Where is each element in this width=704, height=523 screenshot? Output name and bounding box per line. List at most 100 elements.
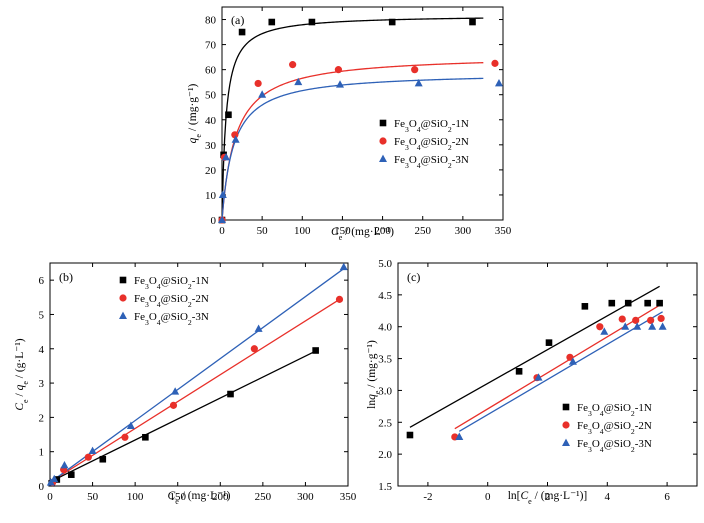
y-tick-label: 2.5 bbox=[378, 417, 392, 429]
y-tick-label: 4.0 bbox=[378, 322, 392, 334]
legend-marker-3 bbox=[379, 155, 387, 162]
x-tick-label: 300 bbox=[297, 491, 314, 503]
x-tick-label: 100 bbox=[127, 491, 144, 503]
figure: 0 50 100 150 200 250 300 35001020304050607080Ce… bbox=[0, 0, 704, 523]
plot-frame bbox=[222, 7, 503, 220]
x-tick-label: 50 bbox=[87, 491, 99, 503]
y-tick-label: 1 bbox=[39, 447, 45, 459]
y-tick-label: 5 bbox=[39, 309, 45, 321]
x-tick-label: 350 bbox=[340, 491, 357, 503]
data-point-s2 bbox=[289, 61, 296, 68]
plot-frame bbox=[398, 263, 697, 486]
x-tick-label: -2 bbox=[423, 491, 432, 503]
data-point-s3 bbox=[336, 80, 344, 87]
data-point-s1 bbox=[309, 19, 316, 26]
x-tick-label: 250 bbox=[255, 491, 272, 503]
legend-label-1: Fe3O4@SiO2-1N bbox=[394, 118, 469, 134]
data-point-s1 bbox=[644, 300, 651, 307]
data-point-s2 bbox=[411, 66, 418, 73]
x-tick-label: 4 bbox=[605, 491, 611, 503]
y-tick-label: 70 bbox=[205, 40, 217, 52]
data-point-s3 bbox=[340, 263, 348, 270]
data-point-s1 bbox=[656, 300, 663, 307]
panel-label: (b) bbox=[59, 270, 73, 284]
y-tick-label: 1.5 bbox=[378, 481, 392, 493]
data-point-s1 bbox=[582, 303, 589, 310]
x-tick-label: 350 bbox=[495, 225, 512, 237]
y-tick-label: 50 bbox=[205, 90, 217, 102]
legend-label-2: Fe3O4@SiO2-2N bbox=[394, 136, 469, 152]
data-point-s2 bbox=[121, 434, 128, 441]
data-point-s1 bbox=[239, 29, 246, 36]
y-tick-label: 30 bbox=[205, 140, 217, 152]
data-point-s1 bbox=[312, 347, 319, 354]
y-axis-label: Ce / qe / (g·L⁻¹) bbox=[14, 338, 30, 410]
data-point-s2 bbox=[658, 315, 665, 322]
y-tick-label: 40 bbox=[205, 115, 217, 127]
x-tick-label: 250 bbox=[414, 225, 431, 237]
data-point-s2 bbox=[647, 317, 654, 324]
y-axis-label: qe / (mg·g⁻¹) bbox=[187, 83, 203, 143]
data-point-s2 bbox=[251, 345, 258, 352]
legend-marker-2 bbox=[562, 421, 569, 428]
y-tick-label: 0 bbox=[211, 215, 217, 227]
legend-marker-3 bbox=[562, 439, 570, 446]
data-point-s2 bbox=[336, 296, 343, 303]
legend-label-3: Fe3O4@SiO2-3N bbox=[394, 154, 469, 170]
y-tick-label: 80 bbox=[205, 15, 217, 27]
fit-line-3 bbox=[222, 78, 483, 220]
legend-marker-1 bbox=[380, 120, 387, 127]
x-tick-label: 0 bbox=[219, 225, 225, 237]
legend-label-2: Fe3O4@SiO2-2N bbox=[134, 293, 209, 309]
y-tick-label: 0 bbox=[39, 481, 45, 493]
y-axis-label: lnqe / (mg·g⁻¹) bbox=[366, 340, 382, 409]
data-point-s2 bbox=[491, 60, 498, 67]
data-point-s1 bbox=[389, 19, 396, 26]
data-point-s2 bbox=[335, 66, 342, 73]
x-tick-label: 50 bbox=[257, 225, 269, 237]
y-tick-label: 2 bbox=[39, 412, 45, 424]
data-point-s3 bbox=[171, 387, 179, 394]
y-tick-label: 60 bbox=[205, 65, 217, 77]
x-tick-label: 300 bbox=[455, 225, 472, 237]
y-tick-label: 4 bbox=[39, 344, 45, 356]
data-point-s1 bbox=[469, 19, 476, 26]
x-tick-label: 100 bbox=[294, 225, 311, 237]
data-point-s2 bbox=[85, 454, 92, 461]
chart-panel-2: 0 50 100 150 200 250 300 350 0 1 2 3 4 5 6 Ce / (mg·L⁻¹… bbox=[14, 263, 357, 506]
data-point-s1 bbox=[142, 434, 149, 441]
legend-label-1: Fe3O4@SiO2-1N bbox=[577, 402, 652, 418]
y-tick-label: 3.5 bbox=[378, 354, 392, 366]
data-point-s3 bbox=[659, 322, 667, 329]
legend-label-3: Fe3O4@SiO2-3N bbox=[577, 438, 652, 454]
y-tick-label: 20 bbox=[205, 165, 217, 177]
x-axis-label: ln[Ce / (mg·L⁻¹)] bbox=[508, 490, 588, 506]
y-tick-label: 6 bbox=[39, 275, 45, 287]
y-tick-label: 5.0 bbox=[378, 258, 392, 270]
data-point-s3 bbox=[621, 322, 629, 329]
y-tick-label: 4.5 bbox=[378, 290, 392, 302]
legend-label-3: Fe3O4@SiO2-3N bbox=[134, 311, 209, 327]
fit-line-1 bbox=[52, 351, 316, 481]
data-point-s2 bbox=[255, 80, 262, 87]
data-point-s3 bbox=[60, 461, 68, 468]
data-point-s2 bbox=[632, 317, 639, 324]
x-tick-label: 0 bbox=[47, 491, 53, 503]
data-point-s1 bbox=[608, 300, 615, 307]
data-point-s3 bbox=[495, 79, 503, 86]
data-point-s1 bbox=[68, 471, 75, 478]
legend-label-1: Fe3O4@SiO2-1N bbox=[134, 275, 209, 291]
chart-panel-3: -2 0 2 4 6 1.5 2.0 2.5 3.0 3.5 4.0 4.5 5.0 ln[Ce / (m… bbox=[366, 258, 697, 506]
data-point-s1 bbox=[625, 300, 632, 307]
legend-label-2: Fe3O4@SiO2-2N bbox=[577, 420, 652, 436]
data-point-s2 bbox=[596, 323, 603, 330]
legend-marker-1 bbox=[563, 404, 570, 411]
chart-panel-1: 0 50 100 150 200 250 300 350 0 10 20 30 40 50 60 70 80 Ce… bbox=[187, 7, 512, 242]
data-point-s1 bbox=[268, 19, 275, 26]
x-tick-label: 6 bbox=[664, 491, 670, 503]
y-tick-label: 2.0 bbox=[378, 449, 392, 461]
legend-marker-3 bbox=[119, 312, 127, 319]
data-point-s1 bbox=[225, 111, 232, 118]
data-point-s2 bbox=[619, 315, 626, 322]
y-tick-label: 3 bbox=[39, 378, 45, 390]
